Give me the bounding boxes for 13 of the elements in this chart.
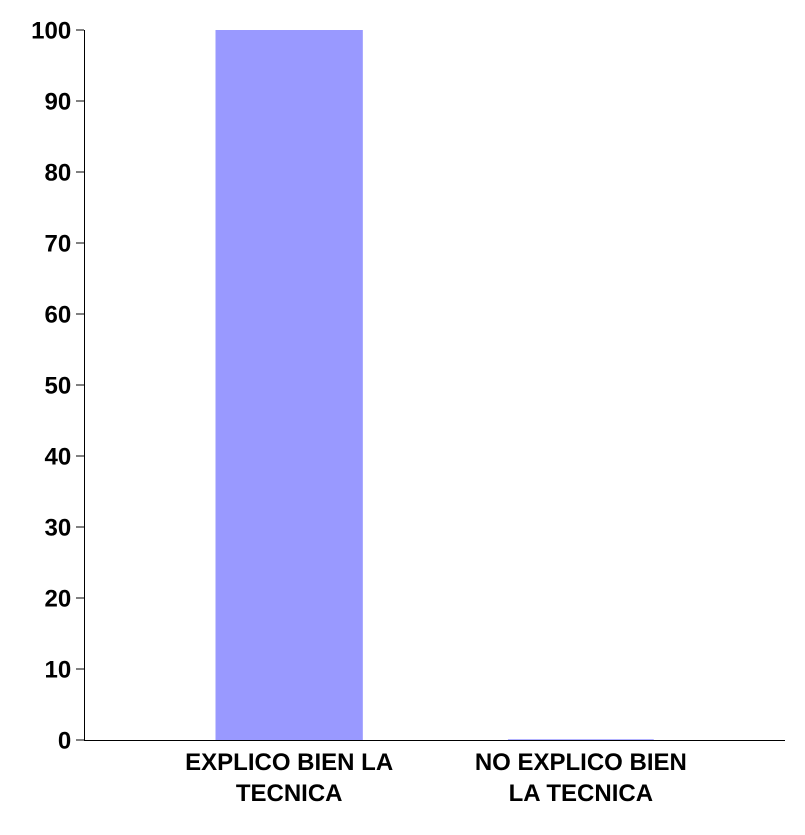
y-tick-label: 40 [44,443,72,470]
y-tick-label: 80 [44,159,72,186]
x-tick-label: NO EXPLICO BIEN LA TECNICA [474,748,687,807]
y-tick-label: 70 [44,230,72,258]
y-tick-label: 30 [44,514,72,542]
y-tick-label: 50 [44,372,72,400]
y-tick-label: 100 [31,17,72,44]
x-tick-label: EXPLICO BIEN LA TECNICA [185,748,394,807]
y-tick-label: 20 [44,585,72,612]
y-tick-label: 90 [44,88,72,116]
y-tick-label: 10 [44,656,72,684]
y-tick-label: 60 [44,301,72,328]
y-tick-label: 0 [58,727,72,754]
